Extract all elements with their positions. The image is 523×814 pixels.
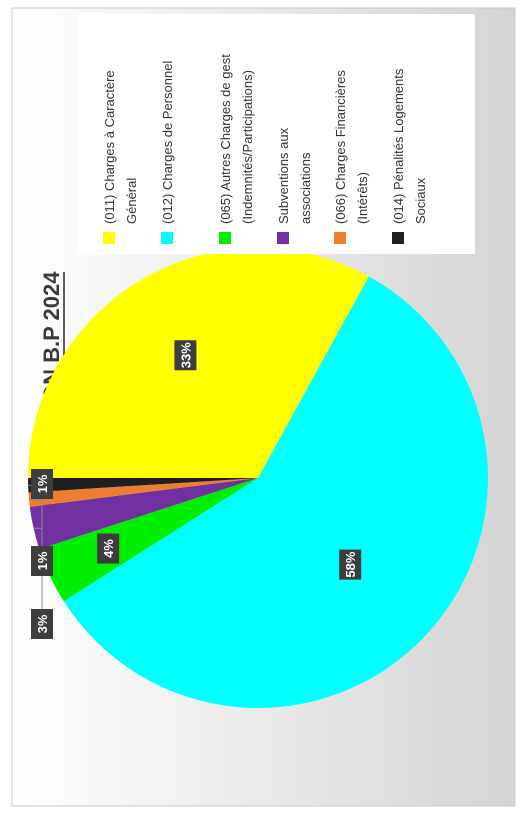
legend-label-line: associations <box>298 152 313 224</box>
data-label-text: 33% <box>178 342 193 368</box>
legend-swatch <box>334 232 346 244</box>
data-label-2: 58% <box>339 550 361 580</box>
legend-swatch <box>161 232 173 244</box>
legend-label-line: Général <box>124 178 139 224</box>
legend-label-line: (066) Charges Financières <box>333 70 348 224</box>
legend-label-line: (011) Charges à Caractère <box>102 70 117 224</box>
chart-legend: (011) Charges à Caractère Général (012) Ch… <box>77 14 475 254</box>
data-label-3: 4% <box>97 534 119 564</box>
legend-label-line: (012) Charges de Personnel <box>160 61 175 224</box>
data-label-4: 3% <box>31 609 53 639</box>
legend-label-line: Sociaux <box>413 177 428 224</box>
legend-label-line: (014) Pénalités Logements <box>391 68 406 224</box>
legend-label-line: (Intérêts) <box>355 172 370 224</box>
data-label-text: 3% <box>35 614 50 633</box>
data-label-6: 1% <box>31 469 53 499</box>
legend-item-2: (012) Charges de Personnel <box>160 61 175 244</box>
data-label-5: 1% <box>31 546 53 576</box>
data-label-text: 58% <box>343 551 358 577</box>
legend-swatch <box>277 232 289 244</box>
legend-label-line: (Indemnités/Participations) <box>240 70 255 224</box>
data-label-1: 33% <box>174 340 196 370</box>
legend-swatch <box>219 232 231 244</box>
legend-label-line: Subventions aux <box>276 127 291 224</box>
data-label-text: 1% <box>35 551 50 570</box>
data-label-text: 4% <box>101 539 116 558</box>
legend-swatch <box>103 232 115 244</box>
legend-swatch <box>392 232 404 244</box>
legend-label-line: (065) Autres Charges de gest <box>218 54 233 224</box>
data-label-text: 1% <box>35 474 50 493</box>
